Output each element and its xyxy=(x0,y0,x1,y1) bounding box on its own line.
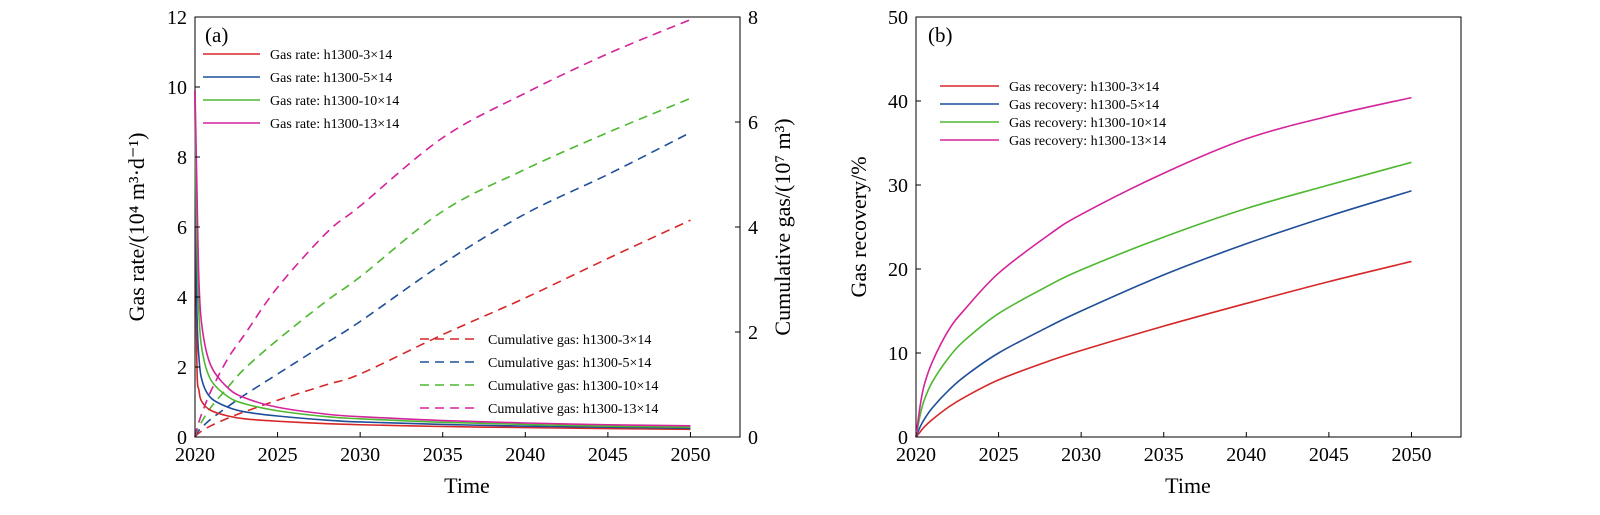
panel-b-x-tick-label: 2050 xyxy=(1391,444,1431,466)
panel-a-y-tick-label-right: 8 xyxy=(748,7,758,29)
panel-a-x-tick-label: 2050 xyxy=(670,444,710,466)
panel-a-y-tick-label: 10 xyxy=(167,77,187,99)
panel-a-x-tick-label: 2035 xyxy=(423,444,463,466)
panel-b-legend-label: Gas recovery: h1300-5×14 xyxy=(1009,98,1159,113)
panel-a: 2020 2025 2030 2035 2040 2045 2050 0 2 4 6 8 10 12 0… xyxy=(124,7,795,498)
panel-b-series-gas-recovery-h1300-5-14 xyxy=(915,190,1412,438)
panel-a-series-cumulative-gas-h1300-3-14 xyxy=(194,219,691,438)
panel-b-legend: Gas recovery: h1300-3×14 Gas recovery: h1… xyxy=(940,80,1166,149)
panel-a-y-ticks-left: 0 2 4 6 8 10 12 xyxy=(167,7,200,449)
panel-b-y-axis-label: Gas recovery/% xyxy=(846,156,871,297)
panel-b-label: (b) xyxy=(928,23,953,47)
panel-b-x-tick-label: 2045 xyxy=(1309,444,1349,466)
panel-a-y-tick-label: 2 xyxy=(177,357,187,379)
panel-b-series xyxy=(915,96,1412,438)
panel-a-series-gas-rate-h1300-10-14 xyxy=(194,90,691,428)
panel-a-y-tick-label-right: 2 xyxy=(748,322,758,344)
panel-b-x-tick-label: 2030 xyxy=(1061,444,1101,466)
panel-a-x-tick-label: 2030 xyxy=(340,444,380,466)
panel-b-legend-label: Gas recovery: h1300-3×14 xyxy=(1009,80,1159,95)
panel-a-series-gas-rate-h1300-3-14 xyxy=(194,90,691,431)
panel-a-y-tick-label: 12 xyxy=(167,7,187,29)
panel-a-legend-label: Gas rate: h1300-5×14 xyxy=(270,71,392,86)
panel-a-x-tick-label: 2025 xyxy=(258,444,298,466)
panel-b-series-gas-recovery-h1300-13-14 xyxy=(915,96,1412,438)
panel-b-x-tick-label: 2040 xyxy=(1226,444,1266,466)
panel-b-legend-label: Gas recovery: h1300-10×14 xyxy=(1009,116,1166,131)
panel-a-y-tick-label: 6 xyxy=(177,217,187,239)
panel-a-y-axis-label-left: Gas rate/(10⁴ m³·d⁻¹) xyxy=(124,133,149,322)
panel-a-legend-label: Cumulative gas: h1300-13×14 xyxy=(488,402,658,417)
panel-a-y-ticks-right: 0 2 4 6 8 xyxy=(735,7,758,449)
panel-a-series xyxy=(194,18,691,438)
panel-a-x-tick-label: 2045 xyxy=(588,444,628,466)
panel-a-legend-label: Gas rate: h1300-10×14 xyxy=(270,94,399,109)
panel-a-series-gas-rate-h1300-5-14 xyxy=(194,90,691,430)
panel-b: 2020 2025 2030 2035 2040 2045 2050 01020304050… xyxy=(846,7,1462,498)
panel-a-legend-label: Cumulative gas: h1300-5×14 xyxy=(488,356,651,371)
panel-b-y-tick-label: 10 xyxy=(888,343,908,365)
panel-b-x-tick-label: 2020 xyxy=(896,444,936,466)
panel-a-y-tick-label: 8 xyxy=(177,147,187,169)
panel-a-x-tick-label: 2040 xyxy=(505,444,545,466)
panel-b-y-tick-label: 40 xyxy=(888,91,908,113)
panel-a-legend-cumulative: Cumulative gas: h1300-3×14 Cumulative gas… xyxy=(420,333,658,417)
panel-a-legend-label: Gas rate: h1300-13×14 xyxy=(270,117,399,132)
panel-a-legend-label: Gas rate: h1300-3×14 xyxy=(270,48,392,63)
panel-a-legend-label: Cumulative gas: h1300-10×14 xyxy=(488,379,658,394)
panel-a-y-tick-label: 4 xyxy=(177,287,187,309)
panel-b-x-tick-label: 2035 xyxy=(1144,444,1184,466)
panel-b-y-tick-label: 20 xyxy=(888,259,908,281)
panel-a-y-tick-label-right: 0 xyxy=(748,427,758,449)
panel-a-series-gas-rate-h1300-13-14 xyxy=(194,90,691,427)
panel-b-y-tick-label: 30 xyxy=(888,175,908,197)
panel-a-legend-gas-rate: Gas rate: h1300-3×14 Gas rate: h1300-5×14… xyxy=(203,48,399,132)
panel-b-x-ticks: 2020 2025 2030 2035 2040 2045 2050 xyxy=(896,432,1431,466)
panel-b-frame xyxy=(915,16,1462,438)
panel-a-legend-label: Cumulative gas: h1300-3×14 xyxy=(488,333,651,348)
panel-a-x-tick-label: 2020 xyxy=(175,444,215,466)
panel-b-legend-label: Gas recovery: h1300-13×14 xyxy=(1009,134,1166,149)
panel-b-x-axis-label: Time xyxy=(1165,473,1211,498)
panel-a-series-cumulative-gas-h1300-10-14 xyxy=(194,97,691,438)
panel-b-x-tick-label: 2025 xyxy=(979,444,1019,466)
panel-a-y-tick-label-right: 4 xyxy=(748,217,758,239)
panel-a-x-axis-label: Time xyxy=(444,473,490,498)
panel-b-y-tick-label: 50 xyxy=(888,7,908,29)
panel-b-y-tick-label: 0 xyxy=(898,427,908,449)
panel-a-y-axis-label-right: Cumulative gas/(10⁷ m³) xyxy=(770,118,795,335)
panel-a-label: (a) xyxy=(205,23,228,47)
panel-b-y-ticks: 0 10 20 30 40 50 xyxy=(888,7,921,449)
panel-b-series-gas-recovery-h1300-10-14 xyxy=(915,161,1412,438)
panel-a-series-cumulative-gas-h1300-13-14 xyxy=(194,18,691,438)
panel-b-series-gas-recovery-h1300-3-14 xyxy=(915,260,1412,438)
panel-a-y-tick-label-right: 6 xyxy=(748,112,758,134)
panel-a-y-tick-label: 0 xyxy=(177,427,187,449)
panel-a-x-ticks: 2020 2025 2030 2035 2040 2045 2050 xyxy=(175,432,710,466)
